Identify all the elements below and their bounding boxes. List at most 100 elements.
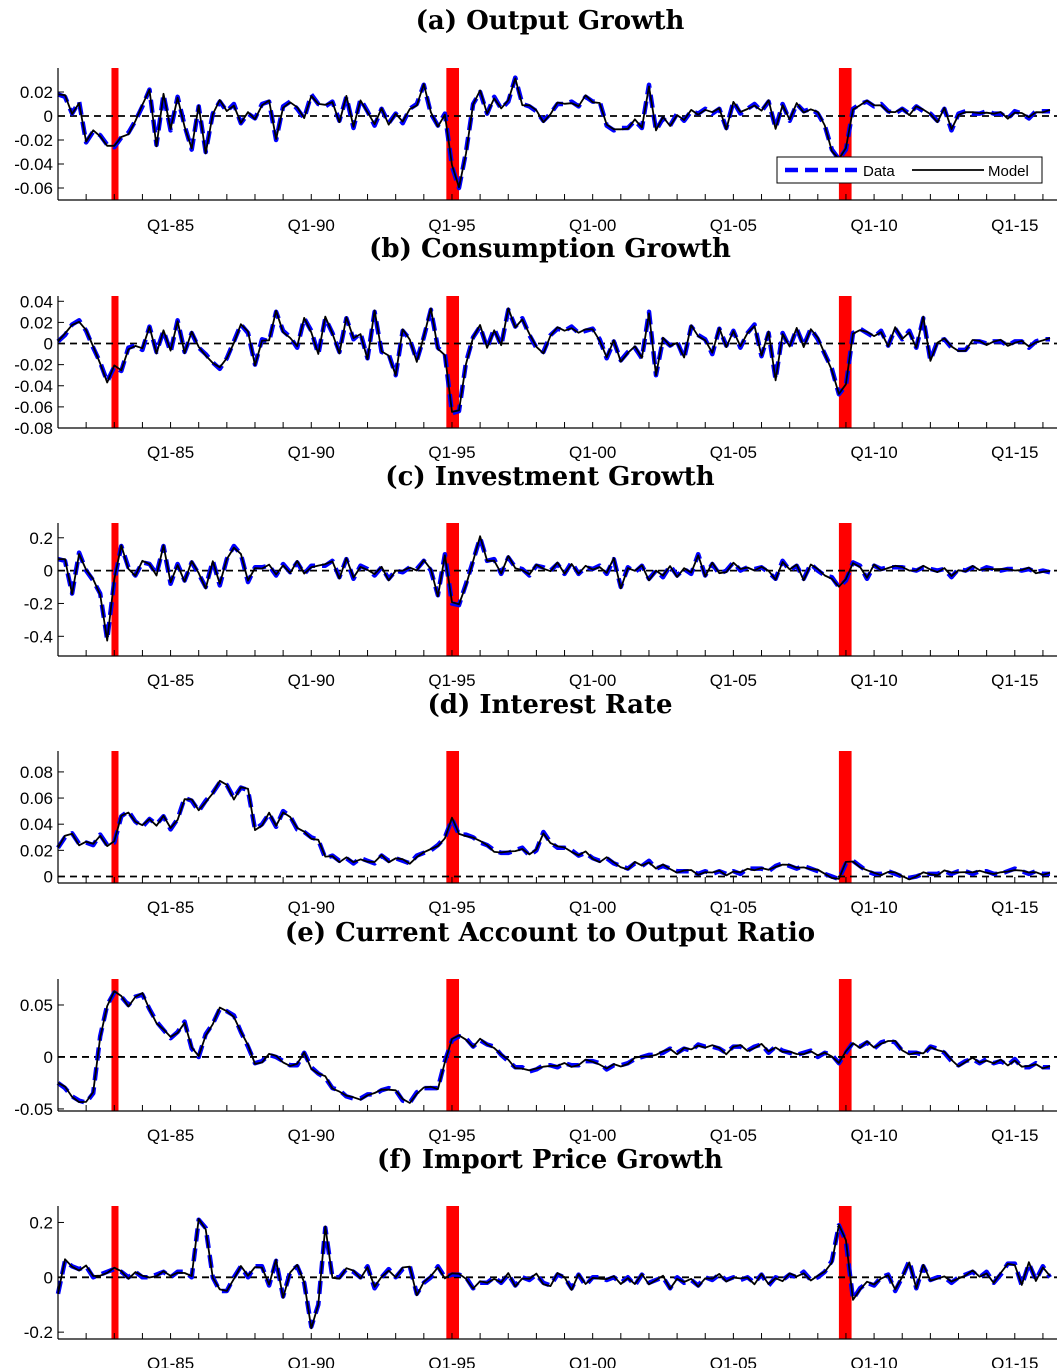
x-tick-label: Q1-15: [991, 898, 1038, 917]
y-tick-label: 0: [44, 335, 53, 354]
panel-5: (e) Current Account to Output Ratio 0.05 0…: [14, 918, 1057, 1145]
crisis-band: [446, 751, 460, 883]
crisis-band: [111, 1206, 119, 1339]
panel-title: (b) Consumption Growth: [369, 234, 731, 264]
crisis-band: [111, 296, 119, 428]
x-tick-label: Q1-95: [428, 443, 475, 462]
model-series-line: [57, 990, 1051, 1104]
x-tick-label: Q1-85: [147, 1126, 194, 1145]
x-tick-label: Q1-90: [288, 1126, 335, 1145]
x-tick-label: Q1-15: [991, 443, 1038, 462]
x-tick-label: Q1-10: [850, 671, 897, 690]
x-tick-label: Q1-00: [569, 671, 616, 690]
x-tick-label: Q1-95: [428, 216, 475, 235]
y-tick-label: -0.04: [14, 377, 53, 396]
model-series-line: [57, 307, 1051, 413]
x-tick-label: Q1-05: [710, 1354, 757, 1368]
model-series-line: [57, 779, 1051, 881]
y-tick-label: 0.02: [20, 83, 53, 102]
x-tick-label: Q1-00: [569, 443, 616, 462]
y-tick-label: -0.2: [24, 1323, 53, 1342]
y-tick-label: -0.06: [14, 398, 53, 417]
panel-title: (c) Investment Growth: [385, 462, 715, 492]
y-tick-label: 0: [44, 1268, 53, 1287]
panel-title: (d) Interest Rate: [428, 690, 673, 720]
data-series-line: [57, 535, 1051, 642]
y-tick-label: 0.08: [20, 763, 53, 782]
x-tick-label: Q1-95: [428, 671, 475, 690]
x-tick-label: Q1-10: [850, 443, 897, 462]
x-tick-label: Q1-00: [569, 898, 616, 917]
panel-title: (f) Import Price Growth: [377, 1145, 723, 1175]
x-tick-label: Q1-15: [991, 1126, 1038, 1145]
panel-2: (b) Consumption Growth 0.04 0.02 0 -0.02 -0.0…: [14, 234, 1057, 462]
x-tick-label: Q1-85: [147, 671, 194, 690]
y-tick-label: 0.04: [20, 815, 53, 834]
legend-box: [776, 156, 1043, 184]
y-tick-label: 0: [44, 107, 53, 126]
model-series-line: [57, 77, 1051, 189]
crisis-band: [838, 1206, 852, 1339]
panel-title: (a) Output Growth: [416, 6, 685, 36]
crisis-band: [446, 979, 460, 1111]
x-tick-label: Q1-05: [710, 671, 757, 690]
crisis-band: [838, 751, 852, 883]
x-tick-label: Q1-05: [710, 216, 757, 235]
y-tick-label: 0: [44, 562, 53, 581]
crisis-band: [111, 979, 119, 1111]
x-tick-label: Q1-90: [288, 1354, 335, 1368]
x-tick-label: Q1-95: [428, 1354, 475, 1368]
legend-data-label: Data: [863, 163, 895, 180]
x-tick-label: Q1-95: [428, 898, 475, 917]
x-tick-label: Q1-90: [288, 443, 335, 462]
panel-4: (d) Interest Rate 0.08 0.06 0.04 0.02 0 Q1-85 Q…: [20, 690, 1057, 917]
x-tick-label: Q1-90: [288, 216, 335, 235]
x-tick-label: Q1-85: [147, 216, 194, 235]
legend: Data Model: [776, 156, 1043, 184]
x-tick-label: Q1-95: [428, 1126, 475, 1145]
panel-1: (a) Output Growth 0.02 0 -0.02 -0.04 -0.06 Q1-…: [14, 6, 1057, 235]
crisis-band: [838, 296, 852, 428]
y-tick-label: 0.02: [20, 841, 53, 860]
y-tick-label: 0: [44, 867, 53, 886]
x-tick-label: Q1-15: [991, 1354, 1038, 1368]
x-tick-label: Q1-05: [710, 1126, 757, 1145]
panel-3: (c) Investment Growth 0.2 0 -0.2 -0.4 Q1-85 Q1…: [24, 462, 1057, 690]
crisis-band: [111, 751, 119, 883]
crisis-band: [838, 523, 852, 656]
x-tick-label: Q1-05: [710, 898, 757, 917]
crisis-band: [838, 979, 852, 1111]
panel-title: (e) Current Account to Output Ratio: [285, 918, 815, 948]
x-tick-label: Q1-00: [569, 216, 616, 235]
y-tick-label: -0.02: [14, 356, 53, 375]
y-tick-label: 0.04: [20, 292, 53, 311]
y-tick-label: -0.4: [24, 627, 53, 646]
data-series-line: [56, 307, 1050, 416]
y-tick-label: 0.2: [29, 529, 53, 548]
model-series-line: [57, 1218, 1051, 1330]
crisis-band: [111, 68, 119, 200]
y-tick-label: 0.06: [20, 789, 53, 808]
crisis-band: [446, 296, 460, 428]
y-tick-label: -0.05: [14, 1100, 53, 1119]
x-tick-label: Q1-90: [288, 898, 335, 917]
x-tick-label: Q1-85: [147, 443, 194, 462]
y-tick-label: 0.05: [20, 996, 53, 1015]
x-tick-label: Q1-15: [991, 216, 1038, 235]
y-tick-label: 0.2: [29, 1213, 53, 1232]
data-series-line: [56, 780, 1050, 882]
x-tick-label: Q1-90: [288, 671, 335, 690]
panel-6: (f) Import Price Growth 0.2 0 -0.2 Q1-85 Q1-9…: [24, 1145, 1057, 1368]
y-tick-label: -0.06: [14, 179, 53, 198]
x-tick-label: Q1-85: [147, 898, 194, 917]
x-tick-label: Q1-10: [850, 898, 897, 917]
x-tick-label: Q1-00: [569, 1126, 616, 1145]
x-tick-label: Q1-10: [850, 1354, 897, 1368]
x-tick-label: Q1-85: [147, 1354, 194, 1368]
y-tick-label: -0.08: [14, 419, 53, 438]
crisis-band: [446, 523, 460, 656]
x-tick-label: Q1-15: [991, 671, 1038, 690]
x-tick-label: Q1-00: [569, 1354, 616, 1368]
y-tick-label: -0.04: [14, 155, 53, 174]
